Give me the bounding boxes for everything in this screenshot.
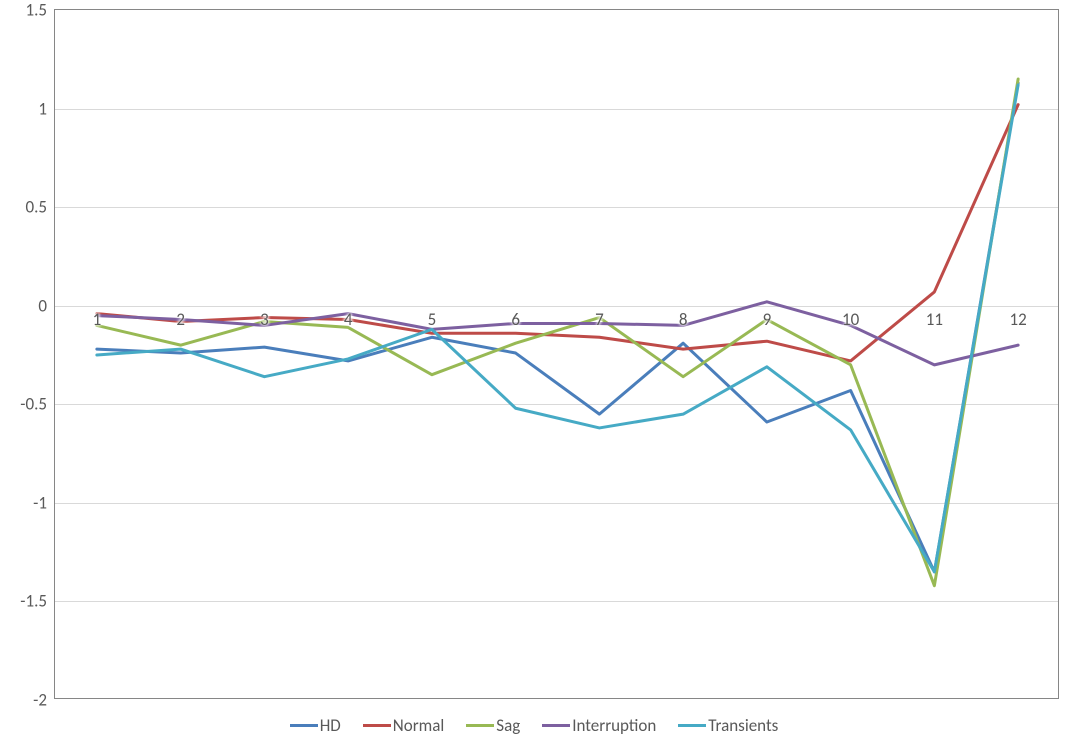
legend-swatch	[363, 724, 391, 727]
y-tick-label: -1	[33, 492, 55, 513]
x-tick-label: 1	[93, 309, 102, 330]
x-tick-label: 6	[511, 309, 520, 330]
y-tick-label: -0.5	[20, 394, 55, 415]
series-layer	[55, 10, 1060, 700]
series-hd	[97, 83, 1018, 572]
legend-item-hd: HD	[290, 715, 341, 736]
x-tick-label: 2	[176, 309, 185, 330]
legend-label: HD	[320, 715, 341, 736]
x-tick-label: 11	[926, 309, 943, 330]
x-tick-label: 7	[595, 309, 604, 330]
legend-swatch	[290, 724, 318, 727]
x-tick-label: 9	[763, 309, 772, 330]
y-tick-label: 0	[38, 295, 55, 316]
legend-label: Interruption	[572, 715, 656, 736]
y-tick-label: 0.5	[25, 197, 55, 218]
chart-legend: HD Normal Sag Interruption Transients	[0, 715, 1068, 736]
line-chart: 1.510.50-0.5-1-1.5-2123456789101112 HDNo…	[0, 0, 1068, 749]
y-tick-label: 1.5	[25, 0, 55, 21]
x-tick-label: 12	[1010, 309, 1027, 330]
legend-item-sag: Sag	[466, 715, 520, 736]
legend-item-interruption: Interruption	[542, 715, 656, 736]
legend-label: Sag	[496, 715, 520, 736]
x-tick-label: 4	[344, 309, 353, 330]
legend-swatch	[466, 724, 494, 727]
legend-swatch	[678, 724, 706, 727]
x-tick-label: 5	[428, 309, 437, 330]
x-tick-label: 8	[679, 309, 688, 330]
series-interruption	[97, 302, 1018, 365]
y-tick-label: -1.5	[20, 591, 55, 612]
legend-item-transients: Transients	[678, 715, 778, 736]
legend-label: Transients	[708, 715, 778, 736]
legend-item-normal: Normal	[363, 715, 445, 736]
series-sag	[97, 79, 1018, 586]
y-tick-label: -2	[33, 690, 55, 711]
plot-area: 1.510.50-0.5-1-1.5-2123456789101112	[54, 9, 1059, 699]
x-tick-label: 3	[260, 309, 269, 330]
x-tick-label: 10	[842, 309, 859, 330]
y-tick-label: 1	[38, 98, 55, 119]
legend-swatch	[542, 724, 570, 727]
legend-label: Normal	[393, 715, 445, 736]
